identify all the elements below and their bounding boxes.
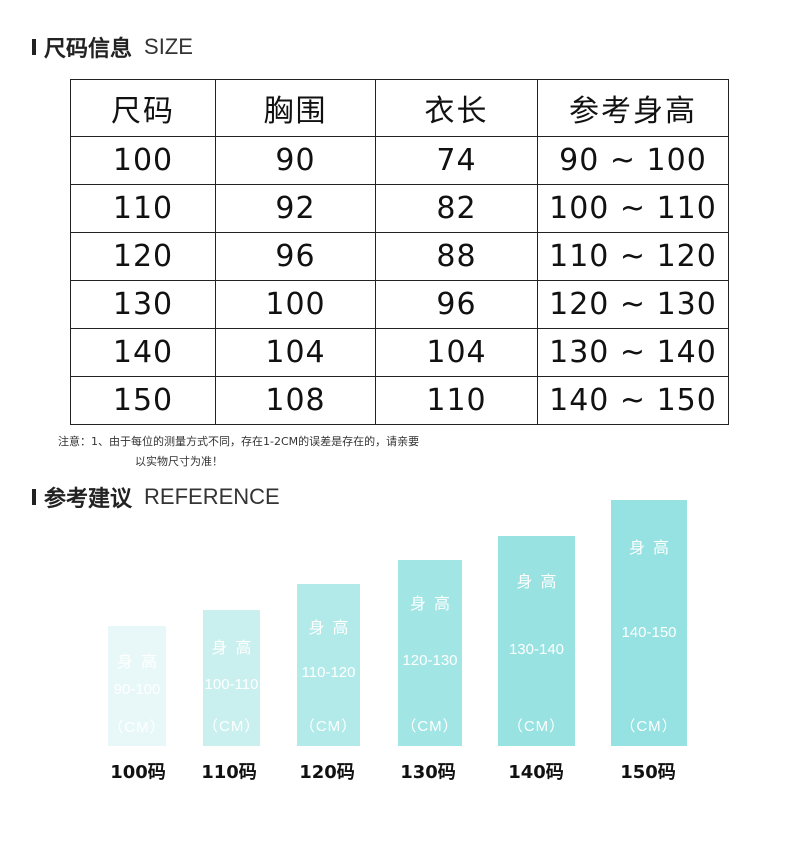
bar-size-caption: 110码: [201, 762, 257, 783]
cell-chest: 92: [215, 184, 376, 233]
bar-unit: （CM）: [108, 719, 166, 736]
header-height: 参考身高: [537, 79, 729, 137]
cell-chest: 100: [215, 280, 376, 329]
cell-length: 82: [375, 184, 538, 233]
bar-unit: （CM）: [203, 718, 261, 735]
table-row: 110 92 82 100 ~ 110: [70, 184, 729, 233]
reference-title-en: REFERENCE: [144, 484, 280, 509]
cell-length: 110: [375, 376, 538, 425]
bar-size-caption: 150码: [620, 762, 676, 783]
bar-size-caption: 140码: [508, 762, 564, 783]
bar-range: 120-130: [402, 652, 458, 669]
bar-range: 130-140: [508, 641, 565, 658]
reference-title-cn: 参考建议: [44, 487, 133, 512]
bar-height-label: 身高: [211, 640, 260, 657]
table-header-row: 尺码 胸围 衣长 参考身高: [70, 79, 729, 137]
table-row: 150 108 110 140 ~ 150: [70, 376, 729, 425]
cell-size: 150: [70, 376, 216, 425]
size-title-cn: 尺码信息: [44, 37, 133, 62]
table-row: 100 90 74 90 ~ 100: [70, 136, 729, 185]
cell-size: 120: [70, 232, 216, 281]
cell-length: 88: [375, 232, 538, 281]
bar-unit: （CM）: [620, 718, 678, 735]
cell-height: 130 ~ 140: [537, 328, 729, 377]
size-title-en: SIZE: [144, 34, 193, 59]
height-bar: 身高 140-150 （CM）: [611, 500, 687, 746]
bar-height-label: 身高: [516, 574, 565, 591]
cell-size: 130: [70, 280, 216, 329]
cell-chest: 96: [215, 232, 376, 281]
height-bar: 身高 90-100 （CM）: [108, 626, 166, 746]
height-bar: 身高 100-110 （CM）: [203, 610, 260, 746]
cell-size: 110: [70, 184, 216, 233]
size-table: 尺码 胸围 衣长 参考身高 100 90 74 90 ~ 100 110 92 …: [70, 79, 729, 425]
bar-height-label: 身高: [308, 620, 357, 637]
cell-height: 90 ~ 100: [537, 136, 729, 185]
note-line-1: 注意：1、由于每位的测量方式不同，存在1-2CM的误差是存在的，请亲要: [58, 435, 420, 448]
bar-size-caption: 120码: [299, 762, 355, 783]
cell-chest: 108: [215, 376, 376, 425]
header-chest: 胸围: [215, 79, 376, 137]
header-size: 尺码: [70, 79, 216, 137]
height-bar: 身高 130-140 （CM）: [498, 536, 575, 746]
cell-length: 104: [375, 328, 538, 377]
size-section-title: 尺码信息 SIZE: [32, 31, 193, 63]
title-accent-bar: [32, 39, 36, 55]
cell-length: 96: [375, 280, 538, 329]
bar-range: 140-150: [621, 624, 677, 641]
cell-size: 100: [70, 136, 216, 185]
cell-length: 74: [375, 136, 538, 185]
bar-unit: （CM）: [299, 718, 358, 735]
cell-chest: 104: [215, 328, 376, 377]
cell-height: 140 ~ 150: [537, 376, 729, 425]
bar-height-label: 身高: [628, 540, 677, 557]
table-row: 140 104 104 130 ~ 140: [70, 328, 729, 377]
measurement-note: 注意：1、由于每位的测量方式不同，存在1-2CM的误差是存在的，请亲要 以实物尺…: [58, 432, 419, 472]
bar-range: 110-120: [301, 664, 356, 681]
bar-range: 90-100: [113, 681, 161, 698]
bar-unit: （CM）: [401, 718, 459, 735]
cell-height: 110 ~ 120: [537, 232, 729, 281]
bar-range: 100-110: [204, 676, 259, 693]
title-accent-bar: [32, 489, 36, 505]
bar-height-label: 身高: [409, 596, 458, 613]
height-bar: 身高 110-120 （CM）: [297, 584, 360, 746]
bar-size-caption: 100码: [110, 762, 166, 783]
cell-height: 100 ~ 110: [537, 184, 729, 233]
table-row: 120 96 88 110 ~ 120: [70, 232, 729, 281]
bar-size-caption: 130码: [400, 762, 456, 783]
height-bar: 身高 120-130 （CM）: [398, 560, 462, 746]
bar-height-label: 身高: [116, 654, 165, 671]
reference-section-title: 参考建议 REFERENCE: [32, 481, 280, 513]
cell-chest: 90: [215, 136, 376, 185]
cell-size: 140: [70, 328, 216, 377]
note-line-2: 以实物尺寸为准！: [135, 455, 223, 468]
header-length: 衣长: [375, 79, 538, 137]
bar-unit: （CM）: [507, 718, 566, 735]
cell-height: 120 ~ 130: [537, 280, 729, 329]
table-row: 130 100 96 120 ~ 130: [70, 280, 729, 329]
